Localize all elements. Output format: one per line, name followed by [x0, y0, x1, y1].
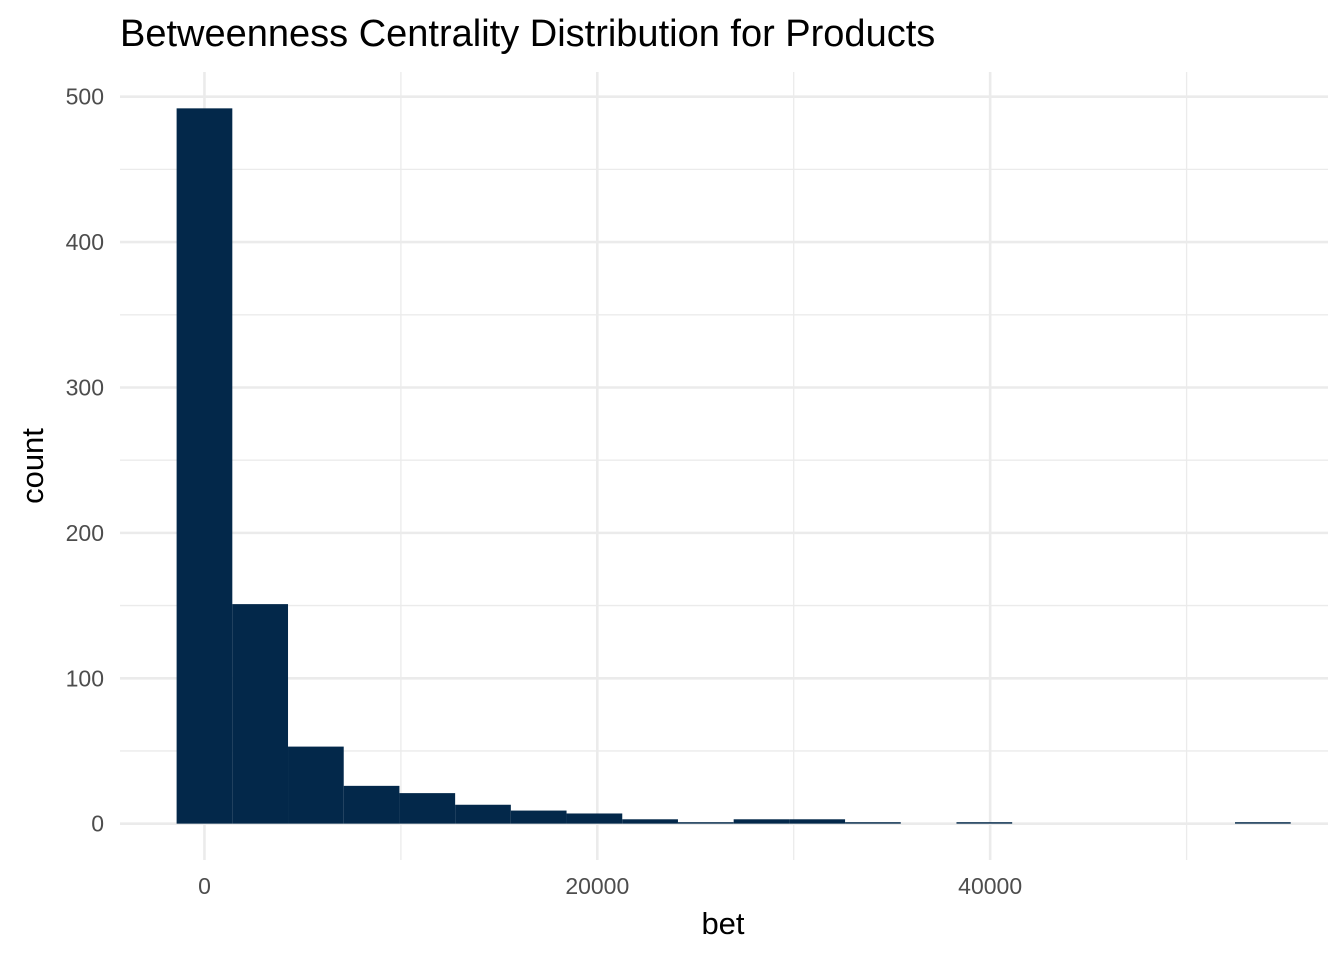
chart-title: Betweenness Centrality Distribution for …	[120, 13, 935, 55]
histogram-bar	[622, 819, 678, 824]
y-tick-label: 500	[66, 84, 104, 110]
histogram-bar	[288, 746, 344, 824]
y-tick-label: 100	[66, 665, 104, 691]
y-tick-label: 300	[66, 374, 104, 400]
histogram-bar	[399, 793, 456, 824]
histogram-bar	[566, 813, 623, 824]
histogram-bar	[845, 822, 901, 824]
histogram-bar	[232, 604, 289, 824]
histogram-bar	[1235, 822, 1291, 824]
y-tick-label: 0	[91, 811, 104, 837]
y-tick-label: 400	[66, 229, 104, 255]
histogram-bar	[733, 819, 790, 824]
histogram-bar	[455, 804, 511, 824]
histogram-bar	[176, 108, 233, 824]
x-axis-tick-labels: 0 20000 40000	[198, 873, 1022, 899]
minor-gridlines	[120, 72, 1328, 860]
y-axis-title: count	[15, 428, 50, 504]
histogram-bar	[677, 822, 734, 824]
x-tick-label: 20000	[565, 873, 629, 899]
histogram-bar	[789, 819, 846, 824]
histogram-bar	[956, 822, 1013, 824]
histogram-bar	[510, 810, 567, 824]
major-gridlines	[120, 72, 1328, 860]
x-tick-label: 0	[198, 873, 211, 899]
x-tick-label: 40000	[958, 873, 1022, 899]
y-tick-label: 200	[66, 520, 104, 546]
x-axis-title: bet	[701, 906, 744, 941]
histogram-bar	[343, 785, 400, 824]
histogram-bars	[176, 108, 1291, 824]
y-axis-tick-labels: 0 100 200 300 400 500	[66, 84, 104, 837]
